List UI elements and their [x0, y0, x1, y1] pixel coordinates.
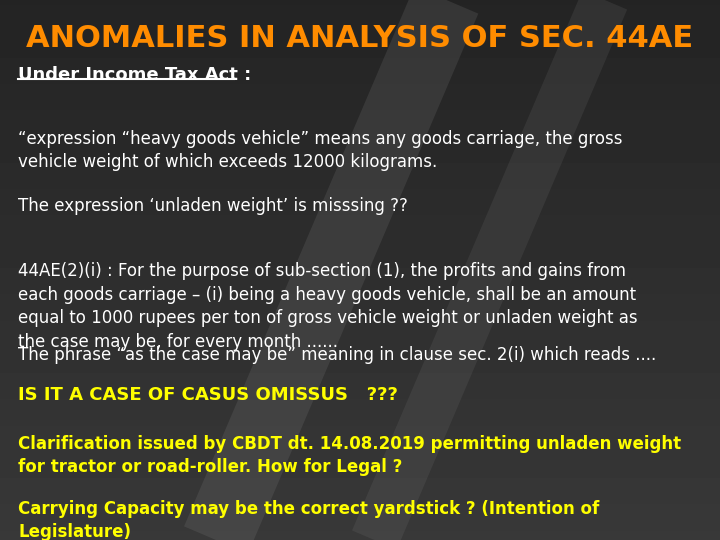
Text: 44AE(2)(i) : For the purpose of sub-section (1), the profits and gains from
each: 44AE(2)(i) : For the purpose of sub-sect…	[18, 262, 638, 350]
Text: Under Income Tax Act :: Under Income Tax Act :	[18, 66, 251, 84]
Text: The expression ‘unladen weight’ is misssing ??: The expression ‘unladen weight’ is misss…	[18, 197, 408, 215]
Text: The phrase “as the case may be” meaning in clause sec. 2(i) which reads ....: The phrase “as the case may be” meaning …	[18, 346, 656, 363]
Text: “expression “heavy goods vehicle” means any goods carriage, the gross
vehicle we: “expression “heavy goods vehicle” means …	[18, 130, 623, 171]
Text: Clarification issued by CBDT dt. 14.08.2019 permitting unladen weight
for tracto: Clarification issued by CBDT dt. 14.08.2…	[18, 435, 681, 476]
Text: ANOMALIES IN ANALYSIS OF SEC. 44AE: ANOMALIES IN ANALYSIS OF SEC. 44AE	[27, 24, 693, 53]
Text: Carrying Capacity may be the correct yardstick ? (Intention of
Legislature): Carrying Capacity may be the correct yar…	[18, 500, 599, 540]
Text: IS IT A CASE OF CASUS OMISSUS   ???: IS IT A CASE OF CASUS OMISSUS ???	[18, 386, 398, 404]
